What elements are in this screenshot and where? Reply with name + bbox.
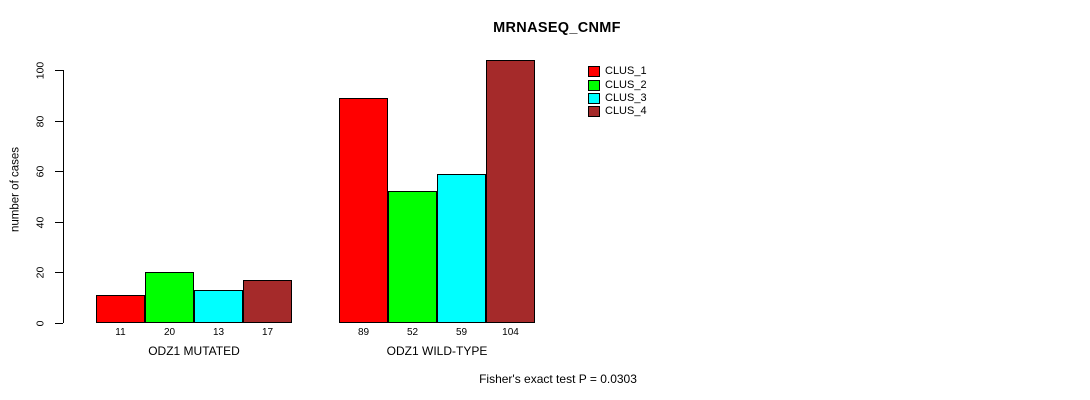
group-label-mutated: ODZ1 MUTATED [148, 344, 240, 358]
legend-swatch-icon [588, 66, 600, 78]
y-axis-label: number of cases [9, 147, 22, 233]
bar-clus_4-odz1-mutated [243, 280, 292, 323]
legend-swatch-icon [588, 106, 600, 118]
bar-clus_2-odz1-wild-type [388, 191, 437, 323]
bar-value-label: 89 [357, 327, 370, 338]
bar-clus_3-odz1-wild-type [437, 174, 486, 323]
bar-clus_1-odz1-mutated [96, 295, 145, 323]
legend-row-clus_3: CLUS_3 [588, 92, 647, 105]
bar-value-label: 104 [502, 327, 519, 338]
chart-title: MRNASEQ_CNMF [493, 20, 621, 36]
annotation-text: Fisher's exact test P = 0.0303 [479, 372, 637, 386]
bar-clus_2-odz1-mutated [145, 272, 194, 323]
y-axis-tick-label: 80 [34, 115, 47, 128]
legend-row-clus_4: CLUS_4 [588, 105, 647, 118]
bar-value-label: 52 [406, 327, 419, 338]
legend-row-clus_1: CLUS_1 [588, 65, 647, 78]
bar-value-label: 17 [261, 327, 274, 338]
legend-label: CLUS_3 [605, 91, 647, 104]
y-axis-tick-label: 40 [34, 216, 47, 229]
bar-clus_4-odz1-wild-type [486, 60, 535, 323]
legend-label: CLUS_1 [605, 65, 647, 78]
y-axis-tick-label: 100 [34, 61, 47, 80]
y-axis-tick-label: 0 [34, 320, 47, 327]
y-axis-tick-label: 20 [34, 266, 47, 279]
y-axis-tick [55, 272, 63, 273]
bar-clus_1-odz1-wild-type [339, 98, 388, 323]
y-axis-line [63, 70, 64, 323]
legend-label: CLUS_4 [605, 105, 647, 118]
y-axis-tick [55, 222, 63, 223]
y-axis-tick [55, 171, 63, 172]
legend-row-clus_2: CLUS_2 [588, 78, 647, 91]
bar-value-label: 13 [212, 327, 225, 338]
bar-value-label: 59 [455, 327, 468, 338]
legend-swatch-icon [588, 92, 600, 104]
bar-value-label: 11 [115, 327, 126, 338]
bar-clus_3-odz1-mutated [194, 290, 243, 323]
legend-swatch-icon [588, 79, 600, 91]
legend-label: CLUS_2 [605, 78, 647, 91]
y-axis-tick [55, 70, 63, 71]
y-axis-tick [55, 121, 63, 122]
y-axis-tick-label: 60 [34, 165, 47, 178]
bar-value-label: 20 [163, 327, 176, 338]
legend: CLUS_1 CLUS_2 CLUS_3 CLUS_4 [588, 65, 647, 119]
y-axis-tick [55, 323, 63, 324]
group-label-wildtype: ODZ1 WILD-TYPE [386, 344, 488, 358]
